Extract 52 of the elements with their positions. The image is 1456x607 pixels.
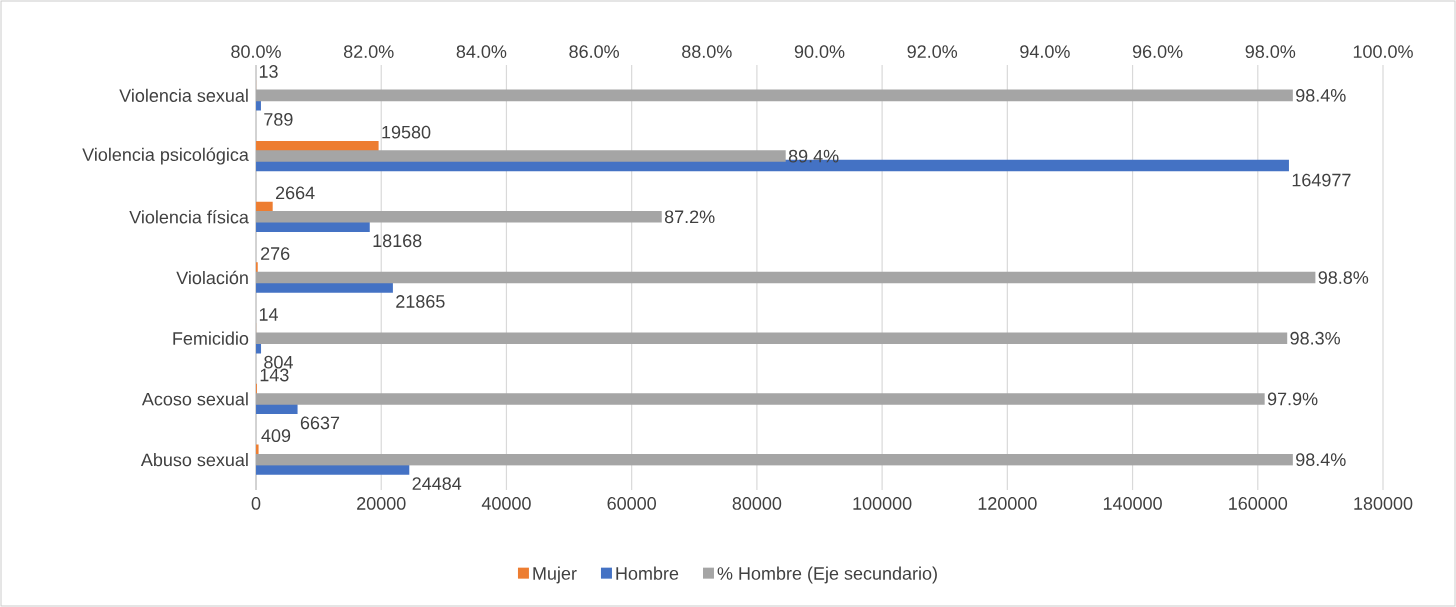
data-label: 19580 [382, 125, 431, 139]
legend-label: Mujer [533, 566, 577, 584]
data-label: 21865 [396, 295, 445, 308]
data-label: 89.4% [788, 149, 839, 163]
x-tick-label: 120000 [978, 497, 1037, 510]
x2-tick-label: 96.0% [1132, 45, 1183, 58]
y-tick-label: Violencia psicológica [82, 147, 249, 165]
x-tick-label: 160000 [1229, 497, 1288, 510]
data-label: 24484 [412, 477, 462, 490]
y-tick-label: Violencia sexual [119, 88, 248, 102]
x2-tick-label: 86.0% [569, 45, 619, 58]
data-label: 409 [261, 429, 291, 443]
y-tick-label: Femicidio [173, 331, 249, 345]
y-tick-label: Abuso sexual [140, 453, 248, 467]
y-tick-label: Violencia física [129, 210, 249, 224]
x2-tick-label: 82.0% [343, 45, 394, 58]
data-label: 143 [260, 368, 289, 382]
data-label: 276 [261, 247, 290, 260]
x2-tick-label: 100.0% [1353, 45, 1413, 58]
data-label: 98.3% [1290, 331, 1341, 345]
x-tick-label: 20000 [357, 497, 406, 510]
data-label: 6637 [300, 416, 340, 430]
data-label: 98.8% [1318, 271, 1369, 284]
legend-label: Hombre [616, 566, 679, 580]
data-label: 804 [264, 355, 293, 369]
x-tick-label: 140000 [1103, 497, 1162, 510]
data-label: 98.4% [1296, 89, 1346, 102]
data-label: 2664 [276, 186, 315, 200]
x-tick-label: 40000 [481, 497, 531, 510]
x2-tick-label: 88.0% [682, 45, 732, 58]
data-label: 18168 [373, 234, 422, 248]
x2-tick-label: 98.0% [1245, 45, 1296, 58]
y-tick-label: Violación [176, 270, 248, 285]
x-tick-label: 180000 [1354, 497, 1413, 510]
x2-tick-label: 90.0% [794, 45, 845, 58]
x2-tick-label: 94.0% [1020, 45, 1070, 58]
x-tick-label: 60000 [607, 497, 656, 510]
y-tick-label: Acoso sexual [141, 392, 248, 406]
data-label: 87.2% [664, 210, 715, 224]
x-tick-label: 100000 [853, 497, 912, 510]
x-tick-label: 0 [251, 497, 261, 510]
x2-tick-label: 84.0% [456, 45, 507, 58]
legend-label: % Hombre (Eje secundario) [717, 566, 937, 584]
data-label: 13 [259, 65, 278, 78]
x-tick-label: 80000 [732, 497, 782, 510]
data-label: 98.4% [1296, 453, 1346, 467]
data-label: 14 [259, 308, 278, 321]
data-label: 164977 [1292, 173, 1351, 187]
data-label: 789 [264, 112, 293, 126]
data-label: 97.9% [1267, 392, 1318, 406]
x2-tick-label: 80.0% [231, 45, 281, 58]
x2-tick-label: 92.0% [907, 45, 958, 58]
